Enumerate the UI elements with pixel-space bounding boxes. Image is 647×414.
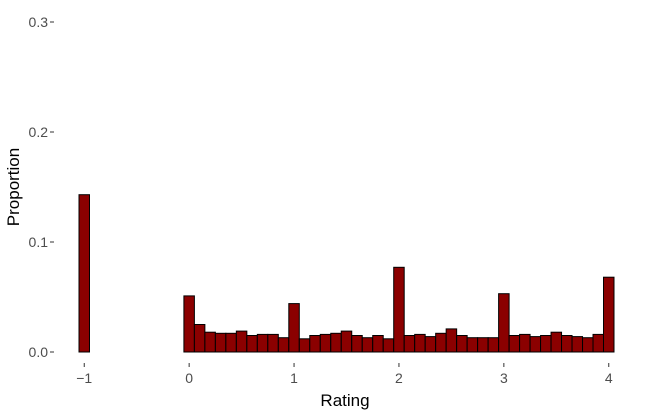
histogram-bar [225,332,237,353]
histogram-bar [309,335,321,353]
histogram-bar [508,335,521,353]
y-axis-title: Proportion [4,148,23,226]
histogram-bar [78,194,90,353]
histogram-bar [550,331,563,353]
histogram-bar [193,324,206,353]
histogram-bar [519,333,531,353]
histogram-bar [204,331,216,353]
histogram-bar [382,338,395,353]
x-tick-label: 4 [605,370,613,386]
histogram-bar [592,333,605,353]
histogram-bar [214,332,227,353]
histogram-bar [445,328,458,353]
histogram-bar [498,293,510,353]
histogram-bar [435,332,447,353]
histogram-bar [477,337,489,353]
histogram-bar [603,276,615,353]
x-tick-label: 1 [290,370,298,386]
histogram-bar [414,333,426,353]
histogram-bar [403,335,416,353]
histogram-bar [298,338,311,353]
histogram-bar [424,336,437,353]
y-tick-label: 0.0 [29,344,49,360]
histogram-bar [267,333,279,353]
histogram-bar [183,295,195,353]
histogram-bar [319,333,332,353]
histogram-bar [246,335,258,353]
histogram-bar [361,337,374,353]
x-tick-label: 3 [500,370,508,386]
histogram-bar [487,337,500,353]
x-tick-label: 0 [185,370,193,386]
histogram-bar [277,337,290,353]
x-tick-label: −1 [76,370,92,386]
x-tick-label: 2 [395,370,403,386]
histogram-bar [561,335,573,353]
histogram-bar [582,337,594,353]
histogram-bar [256,333,269,353]
y-tick-label: 0.1 [29,234,49,250]
histogram-bar [351,335,363,353]
histogram-bars [78,194,615,353]
histogram-bar [330,332,342,353]
histogram-bar [340,330,353,353]
histogram-bar [571,336,584,353]
histogram-bar [372,335,384,353]
x-axis-title: Rating [320,391,369,410]
x-axis: −1 0 1 2 3 4 [76,363,613,386]
histogram-bar [466,337,479,353]
histogram-bar [235,330,248,353]
histogram-bar [288,303,300,353]
histogram-bar [529,336,542,353]
y-tick-label: 0.2 [29,124,49,140]
y-tick-label: 0.3 [29,14,49,30]
histogram-bar [540,335,552,353]
histogram-bar [393,266,405,353]
histogram-bar [456,335,468,353]
y-axis: 0.0 0.1 0.2 0.3 [29,14,54,360]
